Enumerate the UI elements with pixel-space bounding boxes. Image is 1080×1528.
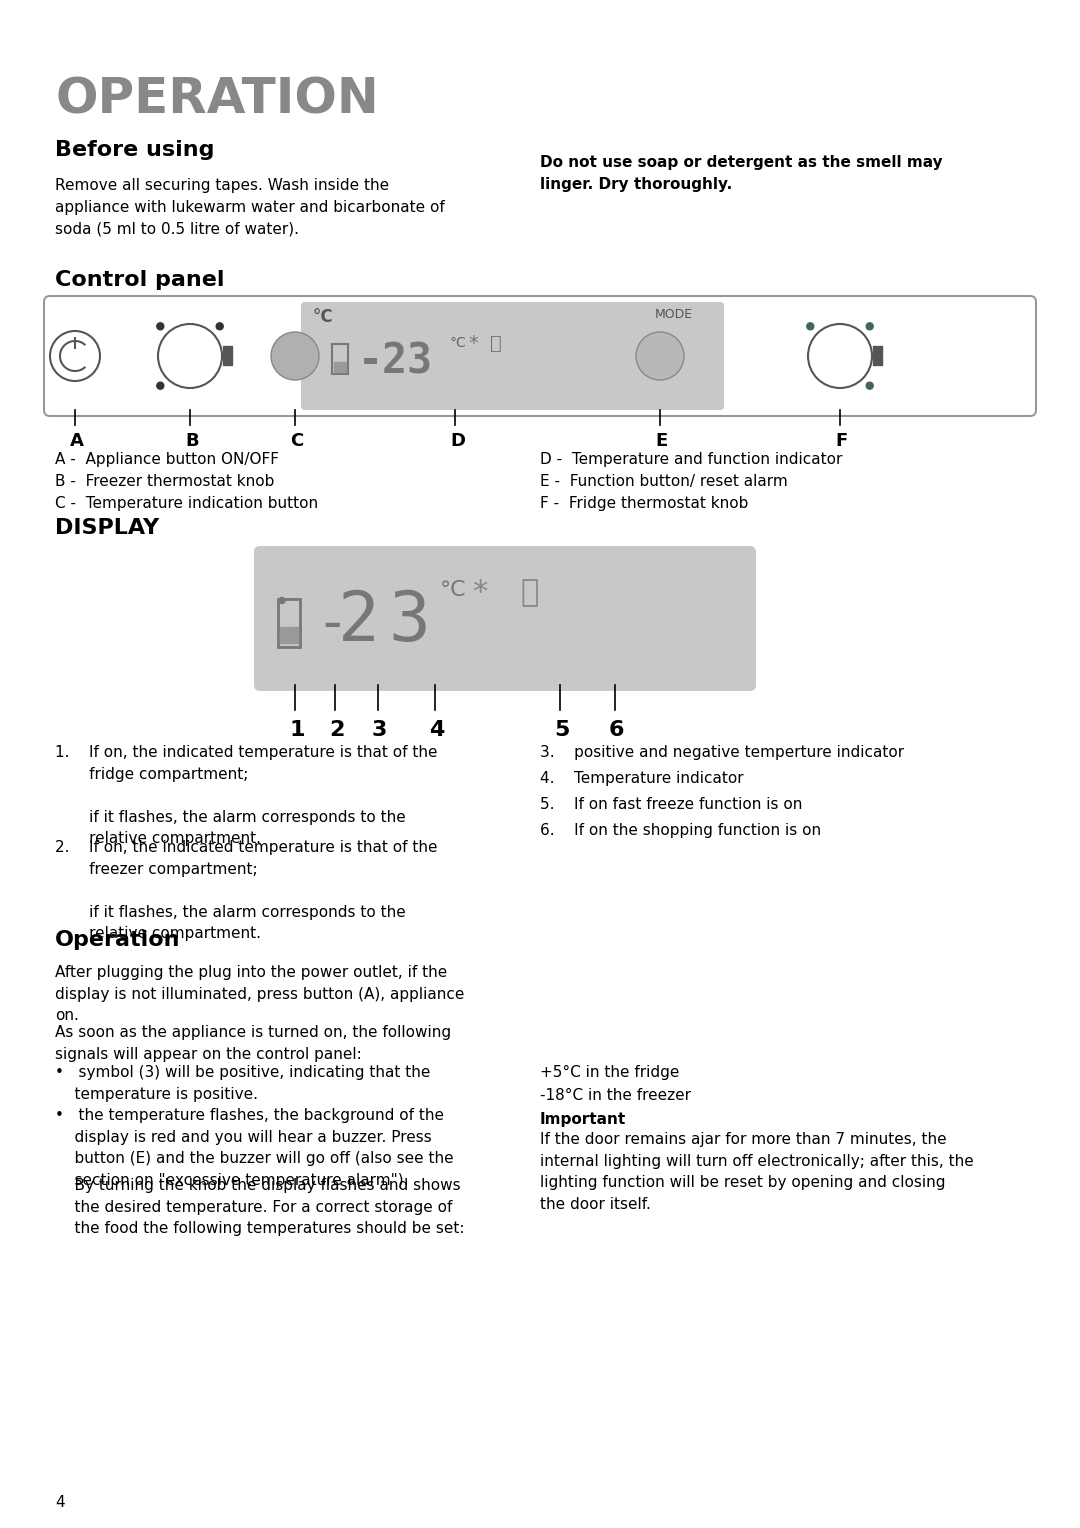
Text: 2: 2 — [338, 588, 380, 656]
Text: F -  Fridge thermostat knob: F - Fridge thermostat knob — [540, 497, 748, 510]
Text: C -  Temperature indication button: C - Temperature indication button — [55, 497, 319, 510]
Text: D -  Temperature and function indicator: D - Temperature and function indicator — [540, 452, 842, 468]
Text: Remove all securing tapes. Wash inside the
appliance with lukewarm water and bic: Remove all securing tapes. Wash inside t… — [55, 177, 445, 237]
Text: C: C — [291, 432, 303, 451]
Text: 2.    If on, the indicated temperature is that of the
       freezer compartment: 2. If on, the indicated temperature is t… — [55, 840, 437, 941]
Text: +5°C in the fridge
-18°C in the freezer: +5°C in the fridge -18°C in the freezer — [540, 1065, 691, 1103]
Text: B -  Freezer thermostat knob: B - Freezer thermostat knob — [55, 474, 274, 489]
Text: 2: 2 — [329, 720, 345, 740]
Text: E: E — [654, 432, 667, 451]
Circle shape — [157, 382, 164, 390]
Text: Before using: Before using — [55, 141, 215, 160]
Bar — [278, 599, 300, 646]
Text: OPERATION: OPERATION — [55, 75, 379, 122]
Text: DISPLAY: DISPLAY — [55, 518, 159, 538]
Text: 5: 5 — [554, 720, 569, 740]
Text: Important: Important — [540, 1112, 626, 1128]
Text: 3: 3 — [372, 720, 388, 740]
Bar — [332, 344, 348, 374]
Text: 3: 3 — [388, 588, 430, 656]
Text: 1: 1 — [289, 720, 305, 740]
Text: •   the temperature flashes, the background of the
    display is red and you wi: • the temperature flashes, the backgroun… — [55, 1108, 454, 1187]
Bar — [334, 362, 346, 371]
Text: As soon as the appliance is turned on, the following
signals will appear on the : As soon as the appliance is turned on, t… — [55, 1025, 451, 1062]
Text: 5.    If on fast freeze function is on: 5. If on fast freeze function is on — [540, 798, 802, 811]
Text: 4.    Temperature indicator: 4. Temperature indicator — [540, 772, 744, 785]
Text: Operation: Operation — [55, 931, 180, 950]
Circle shape — [636, 332, 684, 380]
Circle shape — [866, 382, 874, 390]
Circle shape — [866, 322, 874, 330]
Text: *: * — [472, 578, 487, 607]
Text: Do not use soap or detergent as the smell may
linger. Dry thoroughly.: Do not use soap or detergent as the smel… — [540, 154, 943, 193]
Text: 4: 4 — [429, 720, 444, 740]
Text: If the door remains ajar for more than 7 minutes, the
internal lighting will tur: If the door remains ajar for more than 7… — [540, 1132, 974, 1212]
Text: F: F — [835, 432, 847, 451]
FancyBboxPatch shape — [301, 303, 724, 410]
Text: °C: °C — [450, 336, 467, 350]
FancyBboxPatch shape — [44, 296, 1036, 416]
Text: 3.    positive and negative temperture indicator: 3. positive and negative temperture indi… — [540, 746, 904, 759]
Text: •   symbol (3) will be positive, indicating that the
    temperature is positive: • symbol (3) will be positive, indicatin… — [55, 1065, 430, 1102]
Text: *: * — [468, 335, 477, 353]
Text: A: A — [70, 432, 84, 451]
Text: ⛒: ⛒ — [490, 335, 502, 353]
Text: 6: 6 — [609, 720, 624, 740]
Text: After plugging the plug into the power outlet, if the
display is not illuminated: After plugging the plug into the power o… — [55, 966, 464, 1024]
Circle shape — [279, 597, 285, 604]
Bar — [280, 626, 298, 642]
Text: °C: °C — [440, 581, 467, 601]
Text: MODE: MODE — [654, 309, 693, 321]
Circle shape — [271, 332, 319, 380]
Text: B: B — [185, 432, 199, 451]
Text: 1.    If on, the indicated temperature is that of the
       fridge compartment;: 1. If on, the indicated temperature is t… — [55, 746, 437, 847]
Text: Control panel: Control panel — [55, 270, 225, 290]
Text: 4: 4 — [55, 1494, 65, 1510]
Circle shape — [216, 322, 224, 330]
FancyBboxPatch shape — [254, 545, 756, 691]
Text: E -  Function button/ reset alarm: E - Function button/ reset alarm — [540, 474, 787, 489]
Text: °C: °C — [313, 309, 334, 325]
Text: 6.    If on the shopping function is on: 6. If on the shopping function is on — [540, 824, 821, 837]
Text: A -  Appliance button ON/OFF: A - Appliance button ON/OFF — [55, 452, 279, 468]
Bar — [222, 345, 232, 365]
Circle shape — [157, 322, 164, 330]
Text: -23: -23 — [357, 341, 433, 384]
Bar — [873, 345, 882, 365]
Circle shape — [807, 322, 814, 330]
Text: D: D — [450, 432, 465, 451]
Text: By turning the knob the display flashes and shows
    the desired temperature. F: By turning the knob the display flashes … — [55, 1178, 464, 1236]
Text: -: - — [315, 597, 349, 652]
Text: ⛒: ⛒ — [519, 578, 538, 607]
